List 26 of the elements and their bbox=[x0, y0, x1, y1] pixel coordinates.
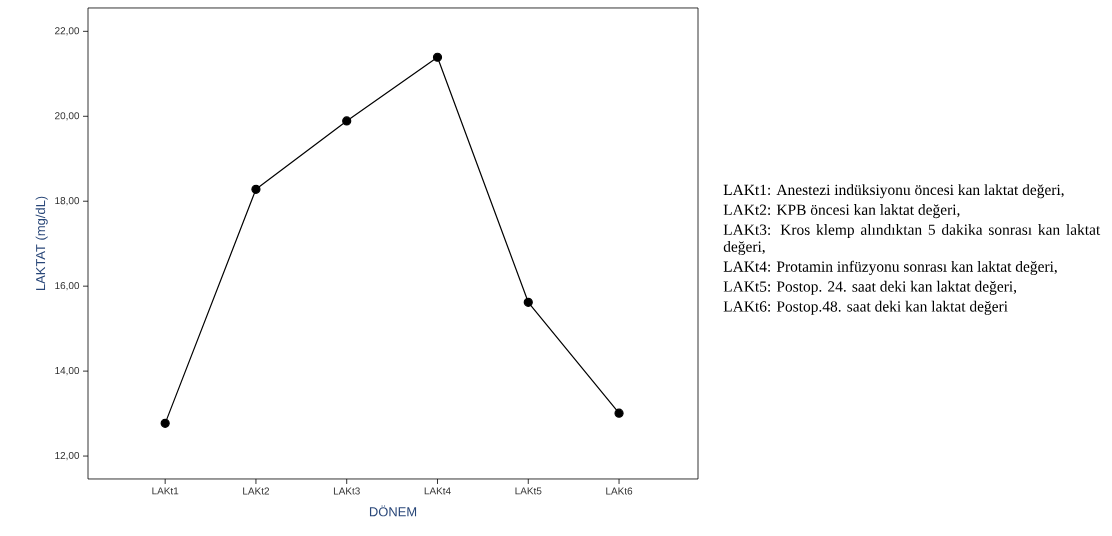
y-tick-label: 18,00 bbox=[55, 197, 80, 206]
y-tick-label: 20,00 bbox=[55, 112, 80, 121]
text: LAKt6: Postop.48. saat deki kan laktat değeri bbox=[723, 300, 1008, 315]
y-axis-title: LAKTAT (mg/dL) bbox=[35, 196, 48, 291]
point bbox=[160, 418, 170, 428]
x-tick-label: LAKt3 bbox=[333, 487, 360, 495]
text: LAKt3: Kros klemp alındıktan 5 dakika sonrası kan laktat değeri, bbox=[723, 224, 1101, 256]
x-axis-title: DÖNEM bbox=[369, 505, 417, 517]
x-tick-label: LAKt6 bbox=[606, 487, 633, 495]
x-tick-label: LAKt1 bbox=[152, 487, 179, 495]
text: LAKt2: KPB öncesi kan laktat değeri, bbox=[723, 204, 960, 219]
point bbox=[523, 297, 533, 307]
text: LAKt4: Protamin infüzyonu sonrası kan laktat değeri, bbox=[723, 260, 1057, 275]
x-tick-label: LAKt2 bbox=[243, 487, 270, 495]
text: LAKt1: Anestezi indüksiyonu öncesi kan laktat değeri, bbox=[723, 184, 1064, 199]
point bbox=[432, 52, 443, 62]
x-tick-label: LAKt4 bbox=[424, 487, 451, 495]
point bbox=[342, 116, 352, 126]
y-tick-label: 14,00 bbox=[55, 367, 80, 376]
point bbox=[614, 408, 624, 418]
y-tick-label: 12,00 bbox=[55, 451, 80, 461]
point bbox=[251, 184, 261, 194]
y-tick-label: 16,00 bbox=[55, 282, 80, 291]
y-tick-label: 22,00 bbox=[55, 27, 80, 36]
x-tick-label: LAKt5 bbox=[515, 487, 542, 495]
text: LAKt5: Postop. 24. saat deki kan laktat değeri, bbox=[723, 280, 1017, 295]
